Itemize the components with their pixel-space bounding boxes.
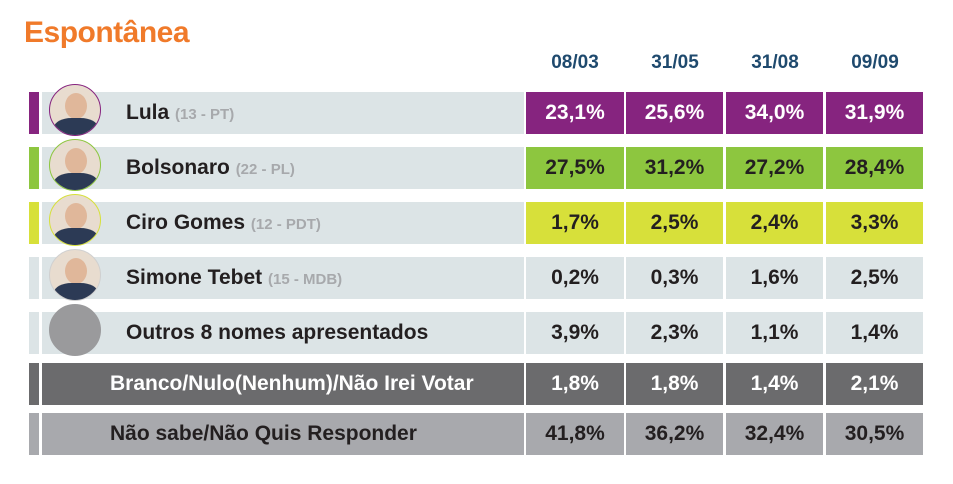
placeholder-avatar — [49, 304, 101, 356]
value-cell: 1,7% — [526, 202, 624, 244]
value-cell: 1,8% — [526, 363, 624, 405]
chart-title: Espontânea — [24, 16, 190, 49]
row-accent — [29, 92, 39, 134]
table-row: Simone Tebet (15 - MDB) 0,2% 0,3% 1,6% 2,5% — [0, 249, 953, 301]
column-header: 09/09 — [851, 52, 899, 73]
candidate-photo — [49, 249, 101, 301]
name-text: Simone Tebet — [126, 266, 263, 289]
value-cell: 1,4% — [826, 312, 923, 354]
party-label: (22 - PL) — [235, 161, 295, 178]
name-text: Bolsonaro — [126, 156, 230, 179]
value-cell: 1,6% — [726, 257, 823, 299]
value-cell: 2,5% — [626, 202, 723, 244]
row-accent — [29, 257, 39, 299]
table-row: Não sabe/Não Quis Responder 41,8% 36,2% 32… — [0, 413, 953, 455]
name-cell — [42, 363, 524, 405]
table-row: Bolsonaro (22 - PL) 27,5% 31,2% 27,2% 28,4% — [0, 139, 953, 191]
value-cell: 0,3% — [626, 257, 723, 299]
name-cell — [42, 257, 524, 299]
row-accent — [29, 413, 39, 455]
candidate-name: Bolsonaro (22 - PL) — [126, 156, 295, 180]
candidate-name: Lula (13 - PT) — [126, 101, 234, 125]
value-cell: 2,4% — [726, 202, 823, 244]
candidate-photo — [49, 194, 101, 246]
value-cell: 28,4% — [826, 147, 923, 189]
value-cell: 1,8% — [626, 363, 723, 405]
name-cell — [42, 92, 524, 134]
party-label: (13 - PT) — [175, 106, 235, 123]
table-row: Branco/Nulo(Nenhum)/Não Irei Votar 1,8% 1… — [0, 363, 953, 405]
name-text: Branco/Nulo(Nenhum)/Não Irei Votar — [110, 372, 474, 395]
value-cell: 34,0% — [726, 92, 823, 134]
value-cell: 31,2% — [626, 147, 723, 189]
row-accent — [29, 312, 39, 354]
value-cell: 2,3% — [626, 312, 723, 354]
column-header: 31/05 — [651, 52, 699, 73]
value-cell: 1,1% — [726, 312, 823, 354]
name-cell — [42, 202, 524, 244]
value-cell: 3,9% — [526, 312, 624, 354]
candidate-name: Simone Tebet (15 - MDB) — [126, 266, 342, 290]
candidate-photo — [49, 139, 101, 191]
table-row: Ciro Gomes (12 - PDT) 1,7% 2,5% 2,4% 3,3% — [0, 194, 953, 246]
value-cell: 31,9% — [826, 92, 923, 134]
name-text: Outros 8 nomes apresentados — [126, 321, 429, 344]
column-header: 08/03 — [551, 52, 599, 73]
name-cell — [42, 312, 524, 354]
value-cell: 23,1% — [526, 92, 624, 134]
value-cell: 0,2% — [526, 257, 624, 299]
value-cell: 2,5% — [826, 257, 923, 299]
value-cell: 30,5% — [826, 413, 923, 455]
party-label: (12 - PDT) — [250, 216, 321, 233]
candidate-name: Outros 8 nomes apresentados — [126, 321, 428, 345]
value-cell: 3,3% — [826, 202, 923, 244]
value-cell: 25,6% — [626, 92, 723, 134]
value-cell: 41,8% — [526, 413, 624, 455]
party-label: (15 - MDB) — [267, 271, 343, 288]
name-text: Não sabe/Não Quis Responder — [110, 422, 417, 445]
candidate-name: Não sabe/Não Quis Responder — [110, 422, 417, 446]
value-cell: 36,2% — [626, 413, 723, 455]
row-accent — [29, 147, 39, 189]
row-accent — [29, 202, 39, 244]
column-header: 31/08 — [751, 52, 799, 73]
name-cell — [42, 147, 524, 189]
value-cell: 2,1% — [826, 363, 923, 405]
name-cell — [42, 413, 524, 455]
value-cell: 32,4% — [726, 413, 823, 455]
value-cell: 27,2% — [726, 147, 823, 189]
table-row: Outros 8 nomes apresentados 3,9% 2,3% 1,1%… — [0, 304, 953, 356]
row-accent — [29, 363, 39, 405]
value-cell: 27,5% — [526, 147, 624, 189]
candidate-name: Branco/Nulo(Nenhum)/Não Irei Votar — [110, 372, 474, 396]
name-text: Ciro Gomes — [126, 211, 246, 234]
table-row: Lula (13 - PT) 23,1% 25,6% 34,0% 31,9% — [0, 84, 953, 136]
candidate-name: Ciro Gomes (12 - PDT) — [126, 211, 321, 235]
candidate-photo — [49, 84, 101, 136]
name-text: Lula — [126, 101, 170, 124]
value-cell: 1,4% — [726, 363, 823, 405]
